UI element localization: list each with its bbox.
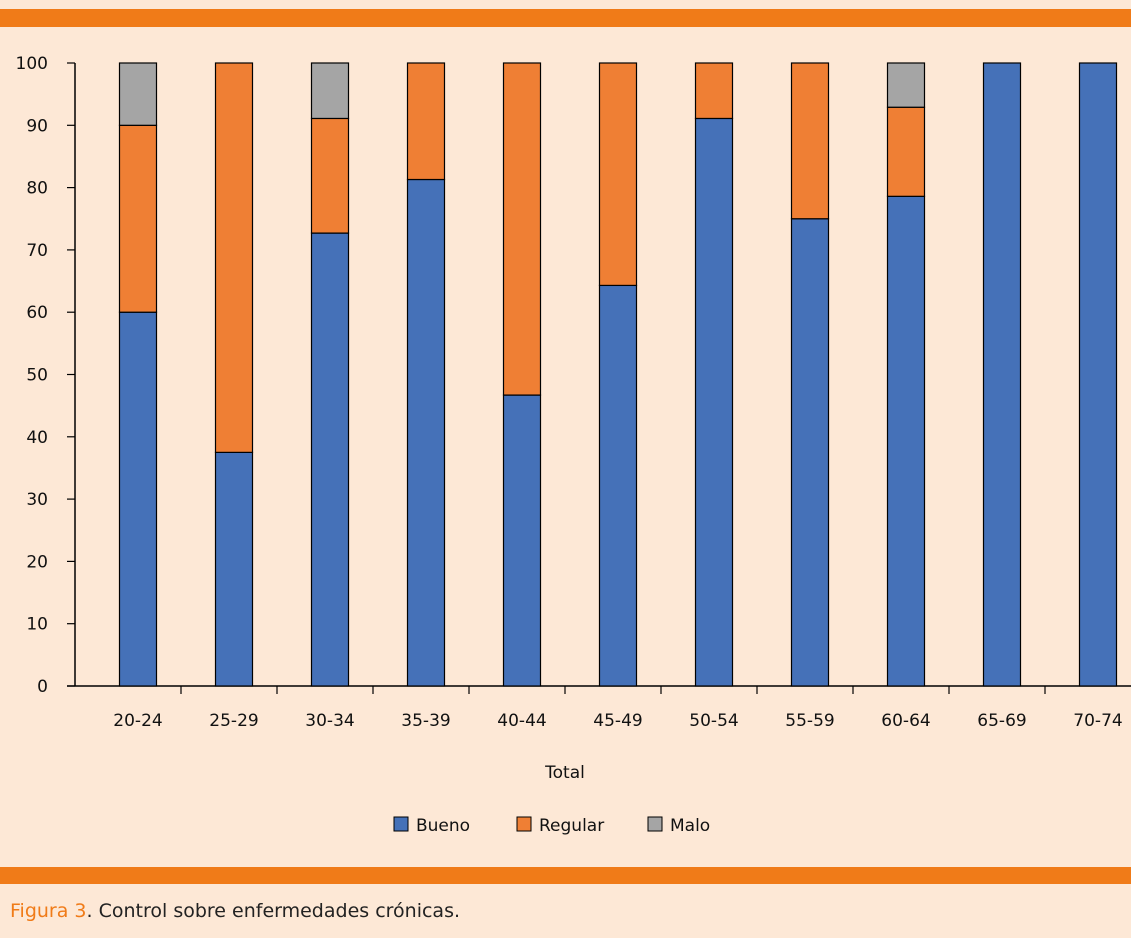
bar-bueno-70-74 xyxy=(1078,62,1118,687)
bar-bueno-65-69 xyxy=(982,62,1022,687)
y-tick-label: 100 xyxy=(16,54,48,74)
x-tick-label: 25-29 xyxy=(209,711,258,731)
bar-regular-25-29 xyxy=(214,62,254,453)
legend-label-malo: Malo xyxy=(670,816,710,836)
bar-malo-30-34 xyxy=(310,62,350,120)
x-tick-label: 50-54 xyxy=(689,711,738,731)
bar-regular-35-39 xyxy=(406,62,446,181)
bar-regular-45-49 xyxy=(598,62,638,287)
bar-bueno-45-49 xyxy=(598,284,638,687)
y-tick-label: 30 xyxy=(26,490,48,510)
bar-regular-50-54 xyxy=(694,62,734,120)
legend-label-regular: Regular xyxy=(539,816,604,836)
legend-swatch-regular xyxy=(516,816,532,832)
x-tick-label: 30-34 xyxy=(305,711,354,731)
caption-separator-bar xyxy=(0,867,1131,884)
bar-bueno-20-24 xyxy=(118,311,158,687)
caption-label: Figura 3 xyxy=(10,900,87,922)
x-tick-label: 70-74 xyxy=(1073,711,1122,731)
bar-bueno-25-29 xyxy=(214,451,254,687)
x-tick-label: 20-24 xyxy=(113,711,162,731)
bar-bueno-35-39 xyxy=(406,178,446,687)
legend-swatch-bueno xyxy=(393,816,409,832)
x-tick-label: 60-64 xyxy=(881,711,930,731)
legend-label-bueno: Bueno xyxy=(416,816,470,836)
y-tick-label: 10 xyxy=(26,615,48,635)
y-tick-label: 90 xyxy=(26,116,48,136)
bar-regular-40-44 xyxy=(502,62,542,396)
bars xyxy=(118,62,1118,687)
x-tick-label: 45-49 xyxy=(593,711,642,731)
x-axis: 20-24 25-29 30-34 35-39 40-44 45-49 50-54 55-59… xyxy=(67,685,1131,731)
bar-bueno-40-44 xyxy=(502,394,542,687)
bar-bueno-30-34 xyxy=(310,232,350,687)
y-tick-label: 60 xyxy=(26,303,48,323)
y-tick-label: 20 xyxy=(26,552,48,572)
caption-text: . Control sobre enfermedades crónicas. xyxy=(86,900,461,922)
x-tick-label: 40-44 xyxy=(497,711,546,731)
y-tick-label: 50 xyxy=(26,366,48,386)
x-axis-title: Total xyxy=(544,763,585,783)
y-tick-label: 70 xyxy=(26,241,48,261)
y-tick-label: 0 xyxy=(37,677,48,697)
stacked-bar-chart: 0 10 20 30 40 50 60 70 80 90 100 20-24 25-29 30-34 35… xyxy=(16,54,1131,836)
top-accent-bar xyxy=(0,9,1131,27)
bar-bueno-50-54 xyxy=(694,117,734,687)
figure-caption: Figura 3. Control sobre enfermedades cró… xyxy=(10,900,460,922)
bar-malo-20-24 xyxy=(118,62,158,126)
bar-bueno-60-64 xyxy=(886,195,926,687)
x-tick-label: 65-69 xyxy=(977,711,1026,731)
bar-regular-20-24 xyxy=(118,124,158,313)
bar-bueno-55-59 xyxy=(790,218,830,687)
y-tick-label: 80 xyxy=(26,179,48,199)
legend: Bueno Regular Malo xyxy=(393,816,710,836)
x-tick-label: 35-39 xyxy=(401,711,450,731)
x-tick-label: 55-59 xyxy=(785,711,834,731)
bar-regular-30-34 xyxy=(310,117,350,234)
bar-malo-60-64 xyxy=(886,62,926,108)
y-axis: 0 10 20 30 40 50 60 70 80 90 100 xyxy=(16,54,76,697)
bar-regular-55-59 xyxy=(790,62,830,220)
y-tick-label: 40 xyxy=(26,428,48,448)
bar-regular-60-64 xyxy=(886,106,926,197)
legend-swatch-malo xyxy=(647,816,663,832)
